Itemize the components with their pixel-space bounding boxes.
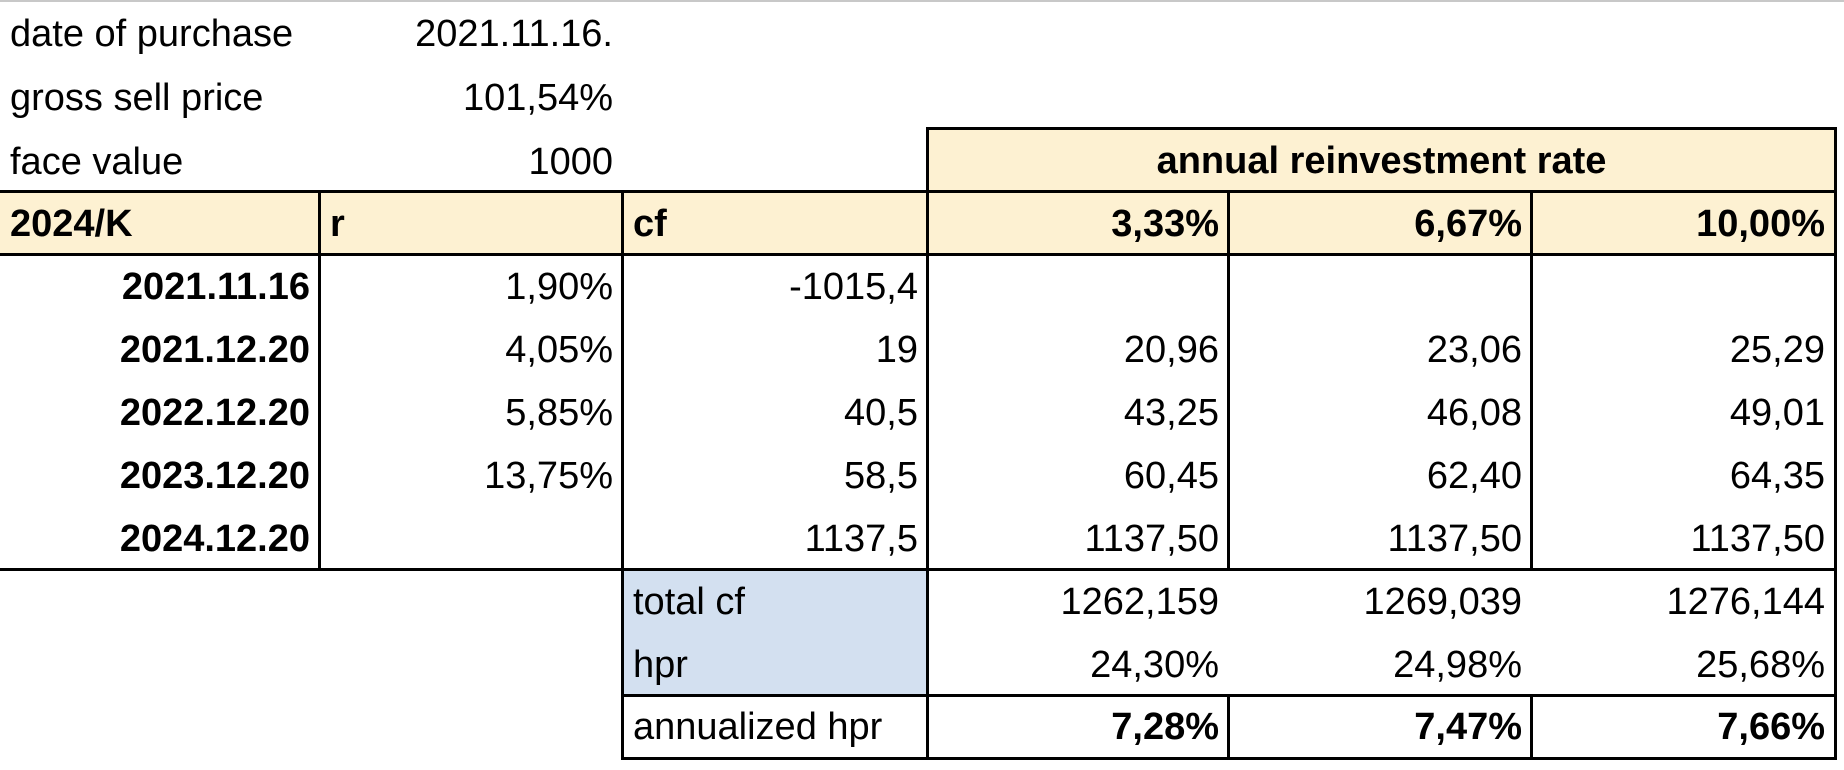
grid-line (318, 190, 321, 571)
row-date[interactable]: 2021.12.20 (119, 328, 310, 371)
annualized-hpr-rate-2[interactable]: 7,47% (1414, 706, 1522, 748)
total-cf-label[interactable]: total cf (633, 580, 745, 623)
row-value-rate-2[interactable]: 23,06 (1426, 328, 1522, 371)
annualized-hpr-rate-3[interactable]: 7,66% (1717, 706, 1825, 748)
row-date[interactable]: 2024.12.20 (119, 517, 310, 560)
row-value-rate-3[interactable]: 64,35 (1729, 454, 1825, 497)
grid-line (1834, 127, 1837, 760)
row-r[interactable]: 4,05% (505, 328, 613, 371)
hpr-label[interactable]: hpr (633, 643, 688, 686)
header-bond[interactable]: 2024/K (0, 192, 320, 255)
row-value-rate-3[interactable]: 1137,50 (1690, 517, 1825, 560)
row-value-rate-1[interactable]: 43,25 (1123, 391, 1219, 434)
gross-sell-price-value[interactable]: 101,54% (462, 77, 613, 119)
row-cf[interactable]: -1015,4 (789, 265, 918, 308)
row-date[interactable]: 2023.12.20 (119, 454, 310, 497)
row-date[interactable]: 2021.11.16 (121, 265, 310, 308)
annualized-hpr-rate-1[interactable]: 7,28% (1111, 706, 1219, 748)
row-value-rate-2[interactable]: 46,08 (1426, 391, 1522, 434)
face-value-label[interactable]: face value (10, 141, 184, 183)
row-value-rate-3[interactable]: 49,01 (1729, 391, 1825, 434)
grid-line (926, 127, 929, 760)
row-value-rate-3[interactable] (1532, 255, 1835, 318)
grid-line (1530, 190, 1533, 571)
row-r[interactable]: 13,75% (484, 454, 613, 497)
header-rate-3[interactable]: 10,00% (1532, 192, 1835, 255)
row-value-rate-2[interactable]: 1137,50 (1387, 517, 1522, 560)
header-rate-2[interactable]: 6,67% (1229, 192, 1532, 255)
face-value-value[interactable]: 1000 (528, 141, 613, 183)
grid-line (926, 127, 1837, 130)
hpr-rate-1[interactable]: 24,30% (1090, 643, 1219, 686)
grid-line (0, 253, 1837, 256)
grid-line (1227, 190, 1230, 571)
annual-reinvestment-rate-header[interactable]: annual reinvestment rate (928, 129, 1835, 192)
header-rate-1[interactable]: 3,33% (928, 192, 1229, 255)
total-cf-rate-2[interactable]: 1269,039 (1363, 580, 1523, 623)
row-value-rate-2[interactable]: 62,40 (1426, 454, 1522, 497)
header-cf[interactable]: cf (623, 192, 928, 255)
row-value-rate-1[interactable]: 1137,50 (1084, 517, 1219, 560)
grid-line (1227, 694, 1230, 760)
row-value-rate-1[interactable]: 20,96 (1123, 328, 1219, 371)
grid-line (0, 190, 1837, 193)
header-r[interactable]: r (320, 192, 623, 255)
row-r[interactable] (320, 507, 623, 570)
date-of-purchase-value[interactable]: 2021.11.16. (415, 13, 613, 55)
row-value-rate-2[interactable] (1229, 255, 1532, 318)
row-r[interactable]: 1,90% (505, 265, 613, 308)
grid-line (1530, 694, 1533, 760)
row-cf[interactable]: 40,5 (844, 391, 918, 434)
row-value-rate-1[interactable] (928, 255, 1229, 318)
hpr-rate-3[interactable]: 25,68% (1696, 643, 1825, 686)
row-date[interactable]: 2022.12.20 (119, 391, 310, 434)
total-cf-rate-3[interactable]: 1276,144 (1666, 580, 1826, 623)
date-of-purchase-label[interactable]: date of purchase (10, 13, 294, 55)
summary-label-fill (623, 570, 928, 696)
total-cf-rate-1[interactable]: 1262,159 (1060, 580, 1220, 623)
grid-line (0, 568, 1837, 571)
hpr-rate-2[interactable]: 24,98% (1393, 643, 1522, 686)
row-value-rate-3[interactable]: 25,29 (1729, 328, 1825, 371)
row-r[interactable]: 5,85% (505, 391, 613, 434)
grid-line (621, 190, 624, 760)
row-cf[interactable]: 58,5 (844, 454, 918, 497)
row-value-rate-1[interactable]: 60,45 (1123, 454, 1219, 497)
row-cf[interactable]: 19 (875, 328, 918, 371)
row-cf[interactable]: 1137,5 (804, 517, 918, 560)
annualized-hpr-label[interactable]: annualized hpr (633, 706, 883, 748)
gross-sell-price-label[interactable]: gross sell price (10, 77, 264, 119)
